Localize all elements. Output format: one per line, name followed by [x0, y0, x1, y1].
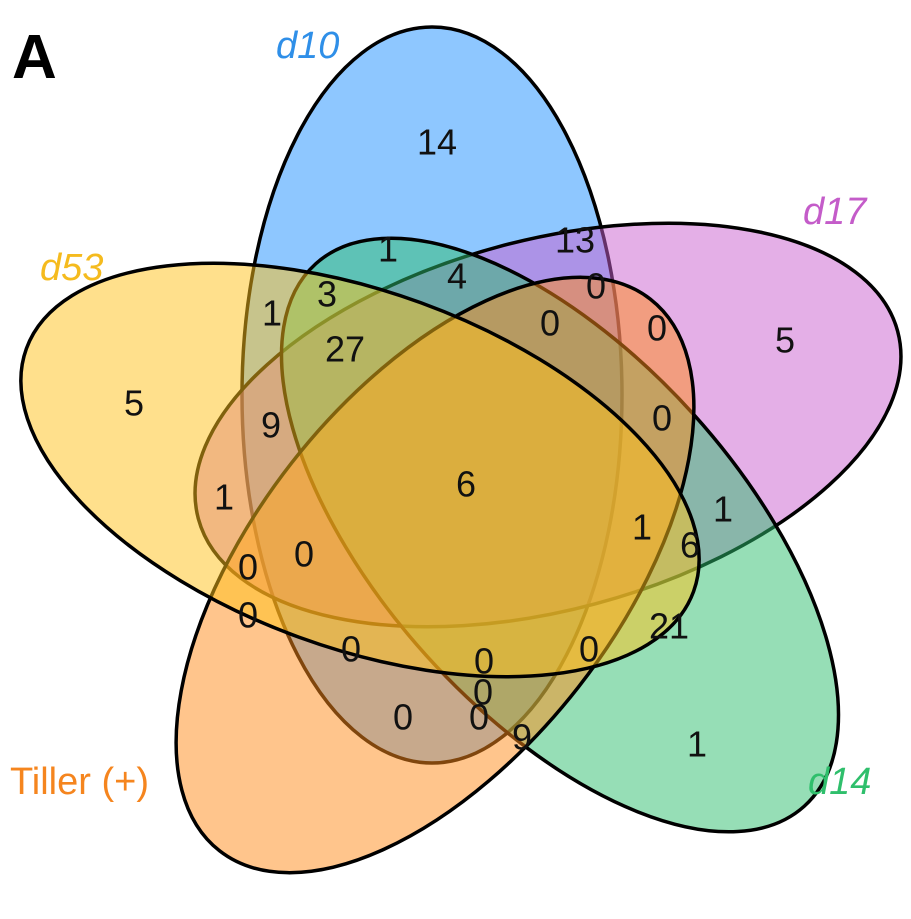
panel-letter: A	[12, 23, 57, 92]
region-count: 1	[687, 724, 707, 765]
region-count: 1	[262, 293, 282, 334]
region-count: 5	[775, 320, 795, 361]
region-count: 3	[317, 274, 337, 315]
region-count: 0	[238, 547, 258, 588]
region-count: 0	[474, 641, 494, 682]
region-count: 0	[652, 398, 672, 439]
set-label-tiller: Tiller (+)	[10, 761, 149, 803]
region-count: 9	[512, 717, 532, 758]
region-count: 0	[469, 697, 489, 738]
region-count: 1	[214, 477, 234, 518]
region-count: 0	[238, 595, 258, 636]
region-count: 0	[647, 308, 667, 349]
region-count: 14	[417, 122, 457, 163]
region-count: 1	[378, 229, 398, 270]
region-count: 1	[713, 489, 733, 530]
region-count: 21	[649, 606, 689, 647]
region-count: 6	[456, 464, 476, 505]
region-count: 0	[586, 266, 606, 307]
region-count: 0	[579, 629, 599, 670]
set-label-d14: d14	[808, 761, 871, 803]
region-counts: 14 13 1 4 0 0 3 1 27 0 5 5 9 0 6 1 1 1 6…	[124, 122, 795, 765]
region-count: 0	[393, 697, 413, 738]
region-count: 27	[325, 329, 365, 370]
set-d53-ellipse	[19, 261, 701, 679]
region-count: 0	[473, 672, 493, 713]
region-count: 5	[124, 383, 144, 424]
set-label-d17: d17	[803, 191, 868, 233]
region-count: 6	[680, 525, 700, 566]
region-count: 0	[294, 534, 314, 575]
set-label-d10: d10	[276, 25, 339, 67]
region-count: 4	[447, 256, 467, 297]
region-count: 9	[261, 405, 281, 446]
region-count: 0	[540, 303, 560, 344]
region-count: 1	[632, 507, 652, 548]
region-count: 13	[555, 220, 595, 261]
set-label-d53: d53	[40, 247, 103, 289]
region-count: 0	[341, 629, 361, 670]
